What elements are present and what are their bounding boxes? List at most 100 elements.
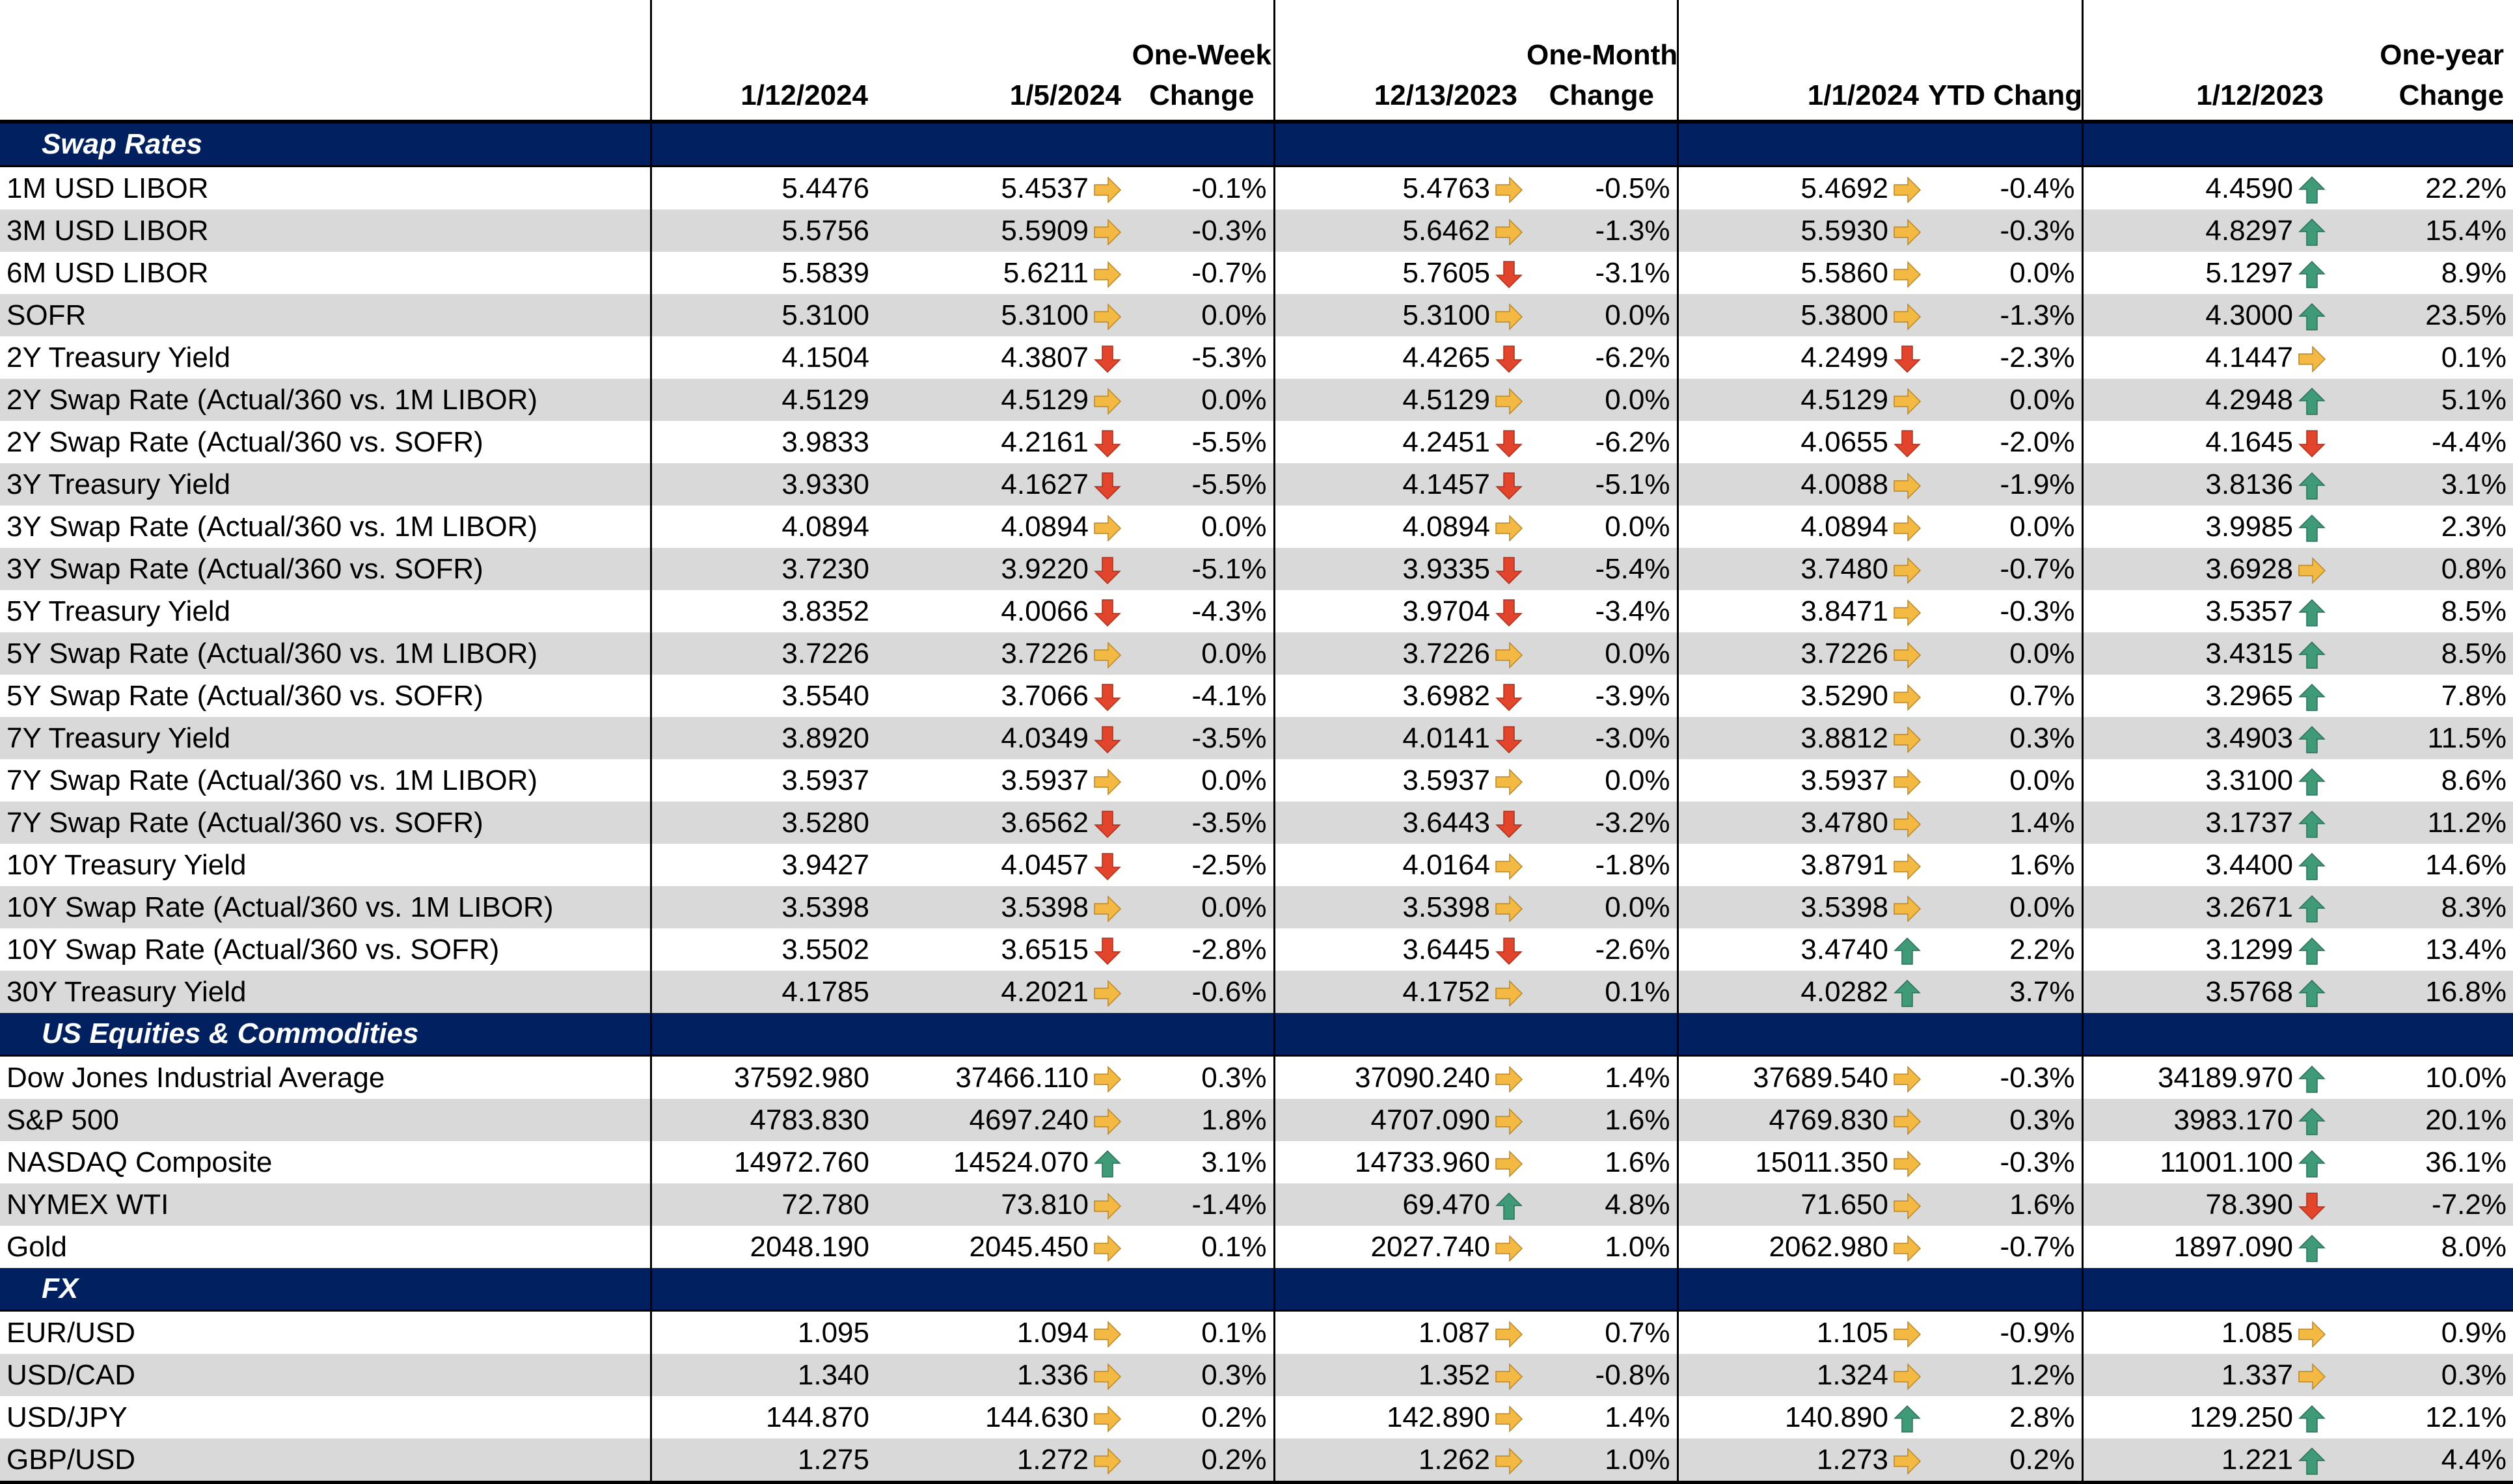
value-1-12-2024: 37592.980 <box>649 1055 877 1099</box>
arrow-up-icon <box>2297 759 2333 802</box>
one-month-change: 0.0% <box>1527 506 1679 548</box>
one-month-change: -3.9% <box>1527 675 1679 717</box>
table-row: 30Y Treasury Yield 4.1785 4.2021 -0.6% 4.175… <box>0 971 2513 1013</box>
one-year-change: -4.4% <box>2432 425 2506 458</box>
value-1-12-2023: 5.1297 <box>2205 256 2293 289</box>
ytd-change: -0.4% <box>1928 166 2084 209</box>
one-week-change: 0.2% <box>1130 1396 1275 1438</box>
one-week-change: 0.3% <box>1130 1354 1275 1396</box>
row-label: 7Y Swap Rate (Actual/360 vs. 1M LIBOR) <box>7 764 537 796</box>
arrow-right-icon <box>1892 886 1928 928</box>
arrow-right-icon <box>1093 1183 1130 1226</box>
arrow-right-icon <box>1494 1354 1527 1396</box>
arrow-up-icon <box>2297 590 2333 632</box>
one-week-change: -4.3% <box>1130 590 1275 632</box>
value-1-1-2024: 3.8812 <box>1678 717 1892 759</box>
header-one-week-change: One-Week Change <box>1130 0 1275 124</box>
ytd-change: 1.2% <box>1928 1354 2084 1396</box>
value-1-5-2024: 4.1627 <box>877 463 1093 506</box>
one-month-change: -1.3% <box>1527 209 1679 252</box>
value-1-12-2024: 3.7226 <box>649 632 877 675</box>
arrow-right-icon <box>1093 294 1130 336</box>
arrow-down-icon <box>1093 336 1130 379</box>
value-1-1-2024: 1.105 <box>1816 1316 1888 1349</box>
value-1-5-2024: 2045.450 <box>969 1230 1089 1263</box>
table-row: 1M USD LIBOR 5.4476 5.4537 -0.1% 5.4763 -0.5%… <box>0 166 2513 209</box>
arrow-down-icon <box>1093 548 1130 590</box>
arrow-right-icon <box>1494 1099 1527 1141</box>
ytd-change: -2.0% <box>1928 421 2084 463</box>
ytd-change: 0.3% <box>1928 1099 2084 1141</box>
value-1-12-2023: 1.337 <box>2082 1354 2297 1396</box>
arrow-right-icon <box>1093 379 1130 421</box>
table-row: 3M USD LIBOR 5.5756 5.5909 -0.3% 5.6462 -1.3%… <box>0 209 2513 252</box>
row-label: 3M USD LIBOR <box>0 209 651 252</box>
one-month-change: 0.0% <box>1527 886 1679 928</box>
arrow-down-icon <box>1093 675 1130 717</box>
value-1-12-2024: 3.5398 <box>649 886 877 928</box>
value-1-5-2024: 3.7226 <box>877 632 1093 675</box>
value-12-13-2023: 3.9335 <box>1274 548 1494 590</box>
one-week-change: 1.8% <box>1130 1099 1275 1141</box>
value-12-13-2023: 3.5398 <box>1274 886 1494 928</box>
value-1-5-2024: 4.3807 <box>1001 341 1089 373</box>
value-12-13-2023: 3.9704 <box>1402 595 1490 627</box>
arrow-right-icon <box>1892 463 1928 506</box>
ytd-change: -2.3% <box>1928 336 2084 379</box>
table-row: NASDAQ Composite 14972.760 14524.070 3.1% 14… <box>0 1141 2513 1183</box>
arrow-right-icon <box>1494 1396 1527 1438</box>
one-year-change: 0.3% <box>2333 1354 2513 1396</box>
row-label: 2Y Swap Rate (Actual/360 vs. SOFR) <box>7 425 483 458</box>
one-year-change: 14.6% <box>2425 848 2506 881</box>
value-1-12-2024: 3.8920 <box>649 717 877 759</box>
arrow-up-icon <box>2297 252 2333 294</box>
arrow-up-icon <box>2297 379 2333 421</box>
value-12-13-2023: 5.4763 <box>1402 172 1490 204</box>
value-1-1-2024: 3.5290 <box>1800 679 1888 712</box>
one-month-change: 1.0% <box>1527 1226 1679 1268</box>
value-1-5-2024: 3.5398 <box>877 886 1093 928</box>
value-1-12-2024: 3.5937 <box>649 759 877 802</box>
arrow-right-icon <box>1494 506 1527 548</box>
one-week-change: -3.5% <box>1130 717 1275 759</box>
section-title: FX <box>0 1268 651 1312</box>
value-12-13-2023: 4.1457 <box>1274 463 1494 506</box>
row-label: 5Y Treasury Yield <box>7 595 231 627</box>
one-year-change: 0.8% <box>2333 548 2513 590</box>
arrow-down-icon <box>1093 717 1130 759</box>
one-year-change: 12.1% <box>2425 1401 2506 1433</box>
value-1-12-2024: 4.1504 <box>649 336 877 379</box>
one-year-change: 4.4% <box>2333 1438 2513 1484</box>
header-row: 1/12/2024 1/5/2024 One-Week Change 12/13/… <box>0 0 2513 124</box>
value-1-12-2023: 3.2965 <box>2205 679 2293 712</box>
arrow-down-icon <box>1093 844 1130 886</box>
value-1-12-2023: 4.1447 <box>2205 341 2293 373</box>
table-row: 2Y Swap Rate (Actual/360 vs. 1M LIBOR) 4.… <box>0 379 2513 421</box>
arrow-up-icon <box>1892 971 1928 1013</box>
header-col-1-12-2023: 1/12/2023 <box>2082 0 2333 124</box>
value-12-13-2023: 5.3100 <box>1274 294 1494 336</box>
table-row: 3Y Swap Rate (Actual/360 vs. 1M LIBOR) 4.… <box>0 506 2513 548</box>
value-12-13-2023: 142.890 <box>1386 1401 1490 1433</box>
one-year-change: 36.1% <box>2425 1146 2506 1178</box>
arrow-right-icon <box>1093 1354 1130 1396</box>
one-year-change: 20.1% <box>2333 1099 2513 1141</box>
ytd-change: 1.6% <box>1928 1183 2084 1226</box>
one-month-change: -1.8% <box>1527 844 1679 886</box>
value-1-5-2024: 5.3100 <box>877 294 1093 336</box>
one-month-change: 1.0% <box>1527 1438 1679 1484</box>
row-label: 1M USD LIBOR <box>7 172 209 204</box>
value-1-5-2024: 4.0349 <box>877 717 1093 759</box>
value-1-1-2024: 5.5860 <box>1800 256 1888 289</box>
value-1-12-2023: 1897.090 <box>2173 1230 2293 1263</box>
arrow-down-icon <box>1093 421 1130 463</box>
section-title: Swap Rates <box>0 122 651 167</box>
value-1-5-2024: 3.7066 <box>1001 679 1089 712</box>
arrow-down-icon <box>1494 590 1527 632</box>
one-week-change: 0.2% <box>1130 1438 1275 1484</box>
value-1-12-2023: 3.4903 <box>2082 717 2297 759</box>
ytd-change: -0.3% <box>1928 1141 2084 1183</box>
one-week-change: -0.6% <box>1130 971 1275 1013</box>
arrow-right-icon <box>1494 1226 1527 1268</box>
